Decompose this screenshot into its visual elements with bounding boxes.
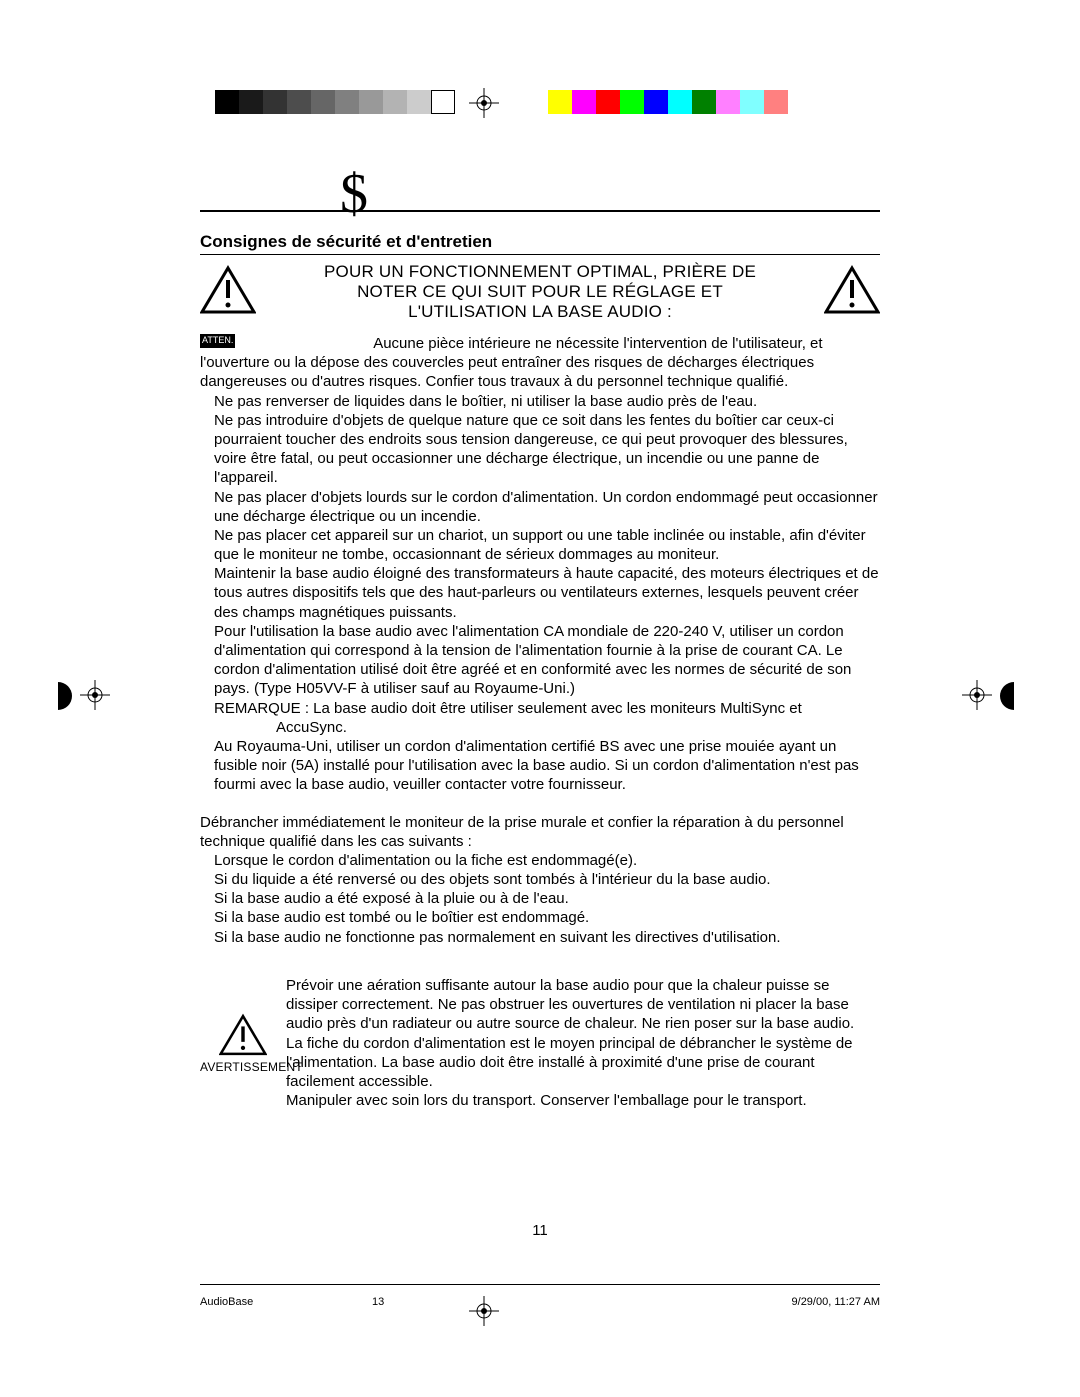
swatch <box>644 90 668 114</box>
page-number: 11 <box>200 1222 880 1239</box>
para-text: Ne pas introduire d'objets de quelque na… <box>200 411 880 488</box>
swatch <box>668 90 692 114</box>
warning-label: AVERTISSEMENT <box>200 1060 286 1074</box>
warning-triangle-icon <box>200 265 256 320</box>
list-item: Si du liquide a été renversé ou des obje… <box>200 870 880 889</box>
list-item: Lorsque le cordon d'alimentation ou la f… <box>200 851 880 870</box>
list-item: Si la base audio ne fonctionne pas norma… <box>200 928 880 947</box>
swatch <box>287 90 311 114</box>
divider <box>200 210 880 212</box>
divider <box>200 254 880 255</box>
swatch <box>239 90 263 114</box>
decorative-char: $ <box>340 162 368 226</box>
swatch <box>335 90 359 114</box>
swatch <box>764 90 788 114</box>
warning-triangle-icon <box>824 265 880 320</box>
para-text: Pour l'utilisation la base audio avec l'… <box>200 622 880 699</box>
warning-text: POUR UN FONCTIONNEMENT OPTIMAL, PRIÈRE D… <box>256 262 824 322</box>
warning-secondary: AVERTISSEMENT Prévoir une aération suffi… <box>200 976 880 1110</box>
body-text: ATTEN. Aucune pièce intérieure ne nécess… <box>200 332 880 947</box>
swatch <box>407 90 431 114</box>
colorbar-grayscale <box>215 90 455 114</box>
para-text: Prévoir une aération suffisante autour l… <box>286 976 880 1034</box>
swatch <box>572 90 596 114</box>
swatch <box>716 90 740 114</box>
swatch <box>263 90 287 114</box>
swatch <box>215 90 239 114</box>
para-text: Au Royauma-Uni, utiliser un cordon d'ali… <box>200 737 880 795</box>
para-text: AccuSync. <box>200 718 880 737</box>
swatch <box>431 90 455 114</box>
swatch <box>692 90 716 114</box>
swatch <box>596 90 620 114</box>
list-item: Si la base audio a été exposé à la pluie… <box>200 889 880 908</box>
warning-label-block: AVERTISSEMENT <box>200 1013 286 1074</box>
registration-mark-icon <box>962 680 992 710</box>
para-text: Ne pas placer d'objets lourds sur le cor… <box>200 488 880 526</box>
swatch <box>548 90 572 114</box>
colorbar-colors <box>548 90 788 114</box>
crop-half-icon <box>1000 682 1014 710</box>
page: $ Consignes de sécurité et d'entretien P… <box>0 0 1080 1397</box>
footer-mid: 13 <box>372 1296 384 1308</box>
para-text: Débrancher immédiatement le moniteur de … <box>200 813 880 851</box>
registration-mark-icon <box>80 680 110 710</box>
para-text: REMARQUE : La base audio doit être utili… <box>200 699 880 718</box>
footer-left: AudioBase <box>200 1296 253 1308</box>
swatch <box>311 90 335 114</box>
para-text: Ne pas renverser de liquides dans le boî… <box>200 392 880 411</box>
swatch <box>740 90 764 114</box>
list-item: Si la base audio est tombé ou le boîtier… <box>200 908 880 927</box>
warning-line: NOTER CE QUI SUIT POUR LE RÉGLAGE ET <box>266 282 814 302</box>
warning-line: POUR UN FONCTIONNEMENT OPTIMAL, PRIÈRE D… <box>266 262 814 282</box>
footer: AudioBase 13 9/29/00, 11:27 AM <box>200 1296 880 1308</box>
warning-line: L'UTILISATION LA BASE AUDIO : <box>266 302 814 322</box>
divider <box>200 1284 880 1285</box>
attention-label: ATTEN. <box>200 334 235 348</box>
swatch <box>383 90 407 114</box>
warning-header: POUR UN FONCTIONNEMENT OPTIMAL, PRIÈRE D… <box>200 262 880 322</box>
section-title: Consignes de sécurité et d'entretien <box>200 232 492 252</box>
para-text: La fiche du cordon d'alimentation est le… <box>286 1034 880 1092</box>
para-text: Manipuler avec soin lors du transport. C… <box>286 1091 880 1110</box>
footer-right: 9/29/00, 11:27 AM <box>792 1296 880 1308</box>
registration-mark-icon <box>469 88 499 118</box>
swatch <box>620 90 644 114</box>
swatch <box>359 90 383 114</box>
crop-half-icon <box>58 682 72 710</box>
para-text: Maintenir la base audio éloigné des tran… <box>200 564 880 622</box>
warning-triangle-icon <box>200 1013 286 1060</box>
para-text: Ne pas placer cet appareil sur un chario… <box>200 526 880 564</box>
para-text: Aucune pièce intérieure ne nécessite l'i… <box>373 335 728 352</box>
warning-body: Prévoir une aération suffisante autour l… <box>286 976 880 1110</box>
